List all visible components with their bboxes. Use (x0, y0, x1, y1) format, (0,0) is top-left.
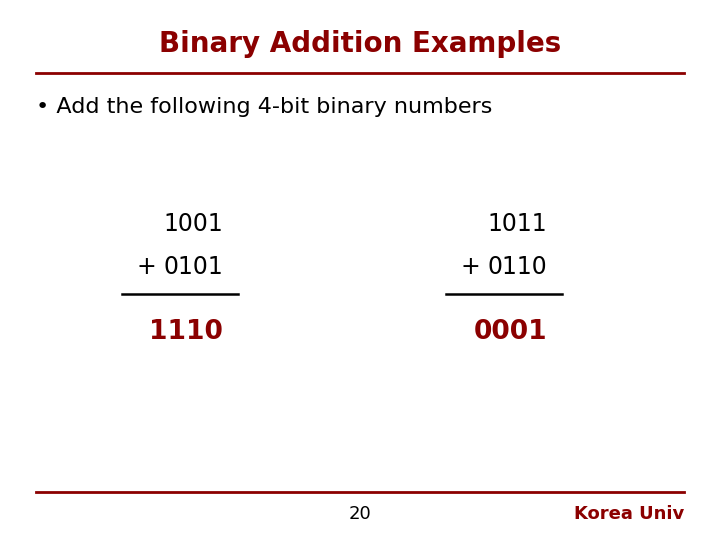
Text: 1001: 1001 (163, 212, 223, 236)
Text: • Add the following 4-bit binary numbers: • Add the following 4-bit binary numbers (36, 97, 492, 117)
Text: 0110: 0110 (487, 255, 547, 279)
Text: 20: 20 (348, 505, 372, 523)
Text: Korea Univ: Korea Univ (574, 505, 684, 523)
Text: +: + (461, 255, 480, 279)
Text: +: + (137, 255, 156, 279)
Text: Binary Addition Examples: Binary Addition Examples (159, 30, 561, 58)
Text: 1110: 1110 (149, 319, 223, 345)
Text: 0001: 0001 (474, 319, 547, 345)
Text: 1011: 1011 (487, 212, 547, 236)
Text: 0101: 0101 (163, 255, 223, 279)
